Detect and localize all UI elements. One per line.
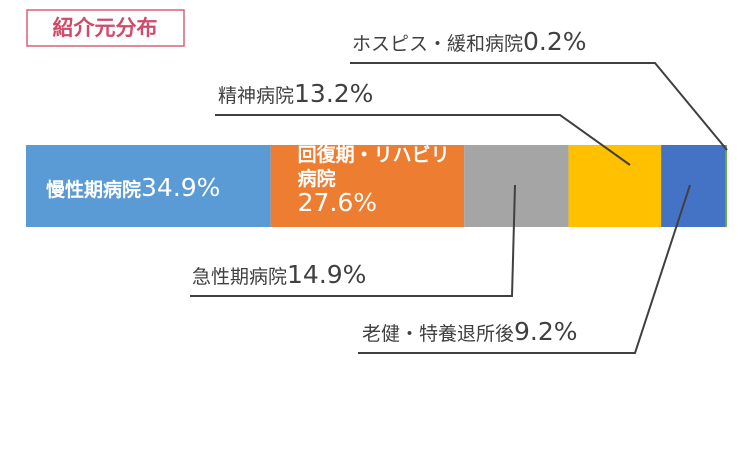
data-label: 老健・特養退所後9.2%: [362, 317, 578, 346]
bar-segment: [270, 145, 465, 227]
leader-line: [190, 184, 516, 297]
title-box: [26, 9, 185, 47]
data-label: 精神病院13.2%: [218, 79, 373, 108]
bar-segment: [464, 145, 569, 227]
value-label: 13.2%: [294, 79, 373, 108]
category-label: 慢性期病院: [46, 178, 141, 201]
data-label: ホスピス・緩和病院0.2%: [352, 27, 587, 56]
category-label: ホスピス・緩和病院: [352, 33, 523, 55]
data-label: 急性期病院14.9%: [192, 260, 366, 289]
category-label: 精神病院: [218, 85, 294, 107]
data-label: 慢性期病院34.9%: [46, 173, 220, 202]
category-label: 急性期病院: [192, 266, 287, 288]
value-label: 34.9%: [141, 173, 220, 202]
bar-segment: [26, 145, 271, 227]
category-label: 老健・特養退所後: [362, 323, 514, 345]
leader-line: [358, 184, 691, 354]
value-label: 27.6%: [297, 188, 378, 217]
chart-title: 紹介元分布: [53, 16, 158, 40]
value-label: 14.9%: [287, 260, 366, 289]
value-label: 9.2%: [514, 317, 578, 346]
bar-segment: [661, 145, 726, 227]
leader-line: [215, 114, 631, 166]
leader-line: [350, 62, 728, 151]
bar-segment: [568, 145, 662, 227]
category-label: 回復期・リハビリ病院: [297, 144, 450, 190]
value-label: 0.2%: [523, 27, 587, 56]
bar-segment: [725, 145, 727, 227]
